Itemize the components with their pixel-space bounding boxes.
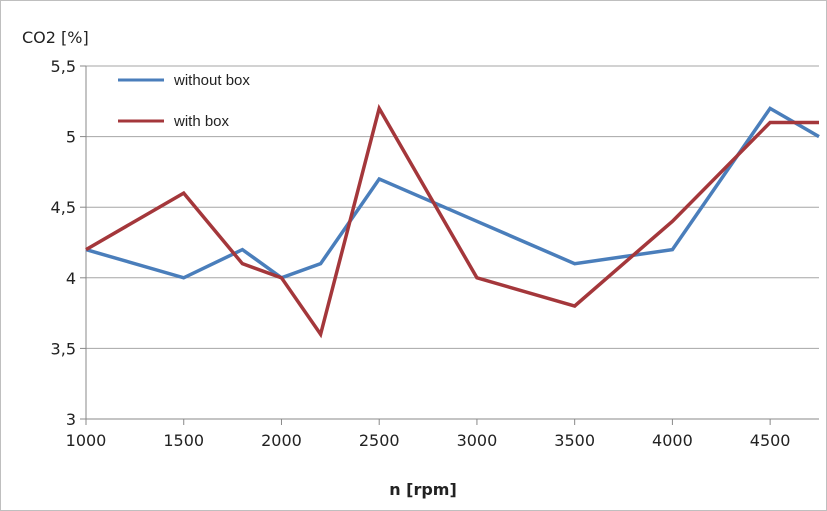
legend-label-with-box: with box — [173, 113, 230, 130]
y-tick-label: 4 — [66, 269, 76, 288]
y-tick-label: 5,5 — [51, 57, 76, 76]
x-axis-label: n [rpm] — [389, 480, 457, 499]
x-tick-label: 2000 — [261, 431, 302, 450]
y-tick-label: 5 — [66, 128, 76, 147]
series-line-without-box — [85, 106, 820, 280]
x-tick-label: 4500 — [750, 431, 791, 450]
series-line-with-box — [85, 103, 819, 339]
series-lines — [85, 103, 820, 339]
x-tick-labels: 1000 1500 2000 2500 3000 3500 4000 4500 — [66, 431, 791, 450]
x-tick-label: 3000 — [457, 431, 498, 450]
x-tick-label: 2500 — [359, 431, 400, 450]
y-tick-label: 3 — [66, 410, 76, 429]
x-tick-label: 1500 — [163, 431, 204, 450]
legend: without box with box — [118, 72, 250, 130]
legend-label-without-box: without box — [173, 72, 250, 89]
x-tick-label: 3500 — [554, 431, 595, 450]
gridlines — [86, 65, 819, 349]
axes — [80, 65, 819, 425]
y-tick-label: 3,5 — [51, 339, 76, 358]
y-tick-label: 4,5 — [51, 198, 76, 217]
y-tick-labels: 3 3,5 4 4,5 5 5,5 — [51, 57, 76, 429]
x-tick-label: 4000 — [652, 431, 693, 450]
x-tick-label: 1000 — [66, 431, 107, 450]
y-axis-label: CO2 [%] — [22, 28, 89, 47]
